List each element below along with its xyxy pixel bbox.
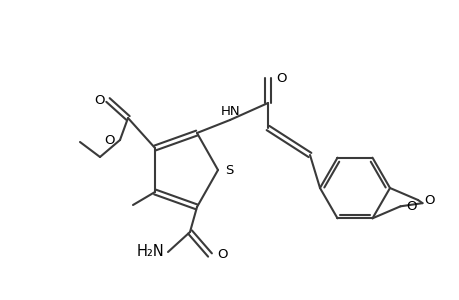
Text: O: O [275, 71, 286, 85]
Text: H₂N: H₂N [136, 244, 164, 260]
Text: O: O [94, 94, 105, 107]
Text: S: S [224, 164, 233, 176]
Text: HN: HN [221, 105, 241, 118]
Text: O: O [217, 248, 227, 262]
Text: O: O [104, 134, 115, 146]
Text: O: O [406, 200, 416, 213]
Text: O: O [423, 194, 434, 206]
